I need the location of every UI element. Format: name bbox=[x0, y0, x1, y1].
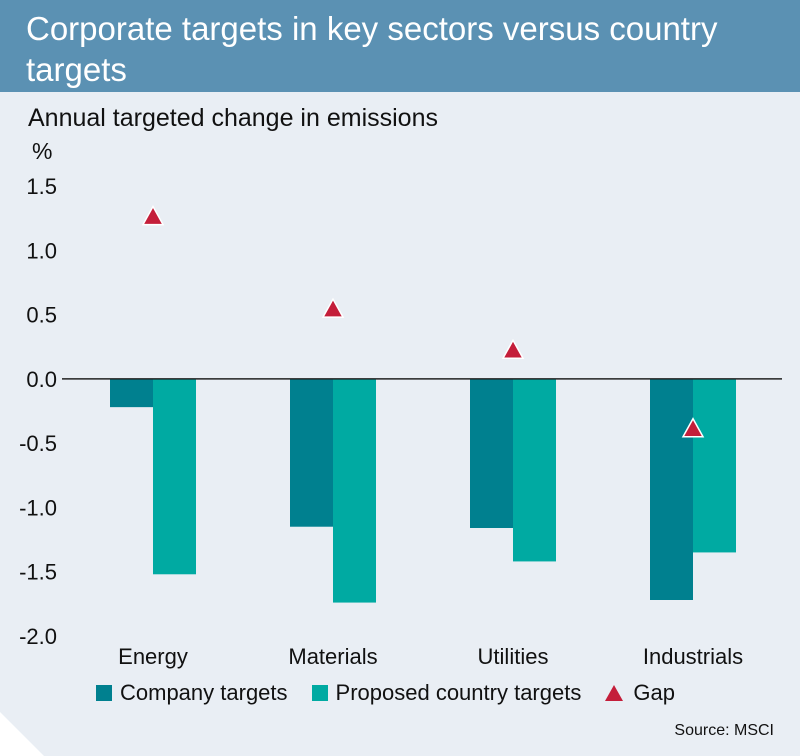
x-tick-label: Materials bbox=[288, 644, 377, 669]
legend-triangle-icon bbox=[605, 685, 624, 701]
chart-subtitle: Annual targeted change in emissions bbox=[28, 104, 438, 132]
y-tick-label: -1.5 bbox=[19, 560, 57, 585]
legend: Company targets Proposed country targets… bbox=[96, 680, 699, 706]
legend-item-company: Company targets bbox=[96, 680, 288, 706]
y-tick-label: 0.0 bbox=[26, 367, 57, 392]
y-tick-label: -0.5 bbox=[19, 431, 57, 456]
bar-proposed-country-targets bbox=[513, 378, 556, 562]
y-axis-unit: % bbox=[32, 138, 53, 164]
chart-title: Corporate targets in key sectors versus … bbox=[26, 10, 718, 88]
legend-swatch-country bbox=[311, 685, 328, 701]
bar-proposed-country-targets bbox=[333, 378, 376, 603]
gap-marker bbox=[321, 297, 345, 318]
y-tick-label: 0.5 bbox=[26, 303, 57, 328]
x-tick-label: Energy bbox=[118, 644, 188, 669]
legend-label-gap: Gap bbox=[633, 680, 675, 705]
legend-item-country: Proposed country targets bbox=[311, 680, 582, 706]
bar-proposed-country-targets bbox=[153, 378, 196, 575]
header-banner: Corporate targets in key sectors versus … bbox=[0, 0, 800, 92]
bar-company-targets bbox=[650, 378, 693, 600]
bar-company-targets bbox=[470, 378, 513, 528]
gap-marker bbox=[501, 338, 525, 360]
y-tick-label: 1.5 bbox=[26, 174, 57, 199]
bar-company-targets bbox=[290, 378, 333, 527]
legend-item-gap: Gap bbox=[605, 680, 675, 706]
gap-marker bbox=[141, 205, 165, 226]
y-tick-label: 1.0 bbox=[26, 238, 57, 263]
legend-label-company: Company targets bbox=[120, 680, 288, 705]
legend-label-country: Proposed country targets bbox=[335, 680, 582, 705]
x-tick-label: Industrials bbox=[643, 644, 743, 669]
bar-proposed-country-targets bbox=[693, 378, 736, 553]
source-note: Source: MSCI bbox=[674, 722, 774, 739]
legend-swatch-company bbox=[96, 685, 112, 701]
gap-marker bbox=[681, 417, 705, 438]
bar-company-targets bbox=[110, 378, 153, 408]
y-tick-label: -2.0 bbox=[19, 624, 57, 649]
corner-decoration bbox=[0, 712, 44, 756]
x-tick-label: Utilities bbox=[478, 644, 549, 669]
y-tick-label: -1.0 bbox=[19, 495, 57, 520]
